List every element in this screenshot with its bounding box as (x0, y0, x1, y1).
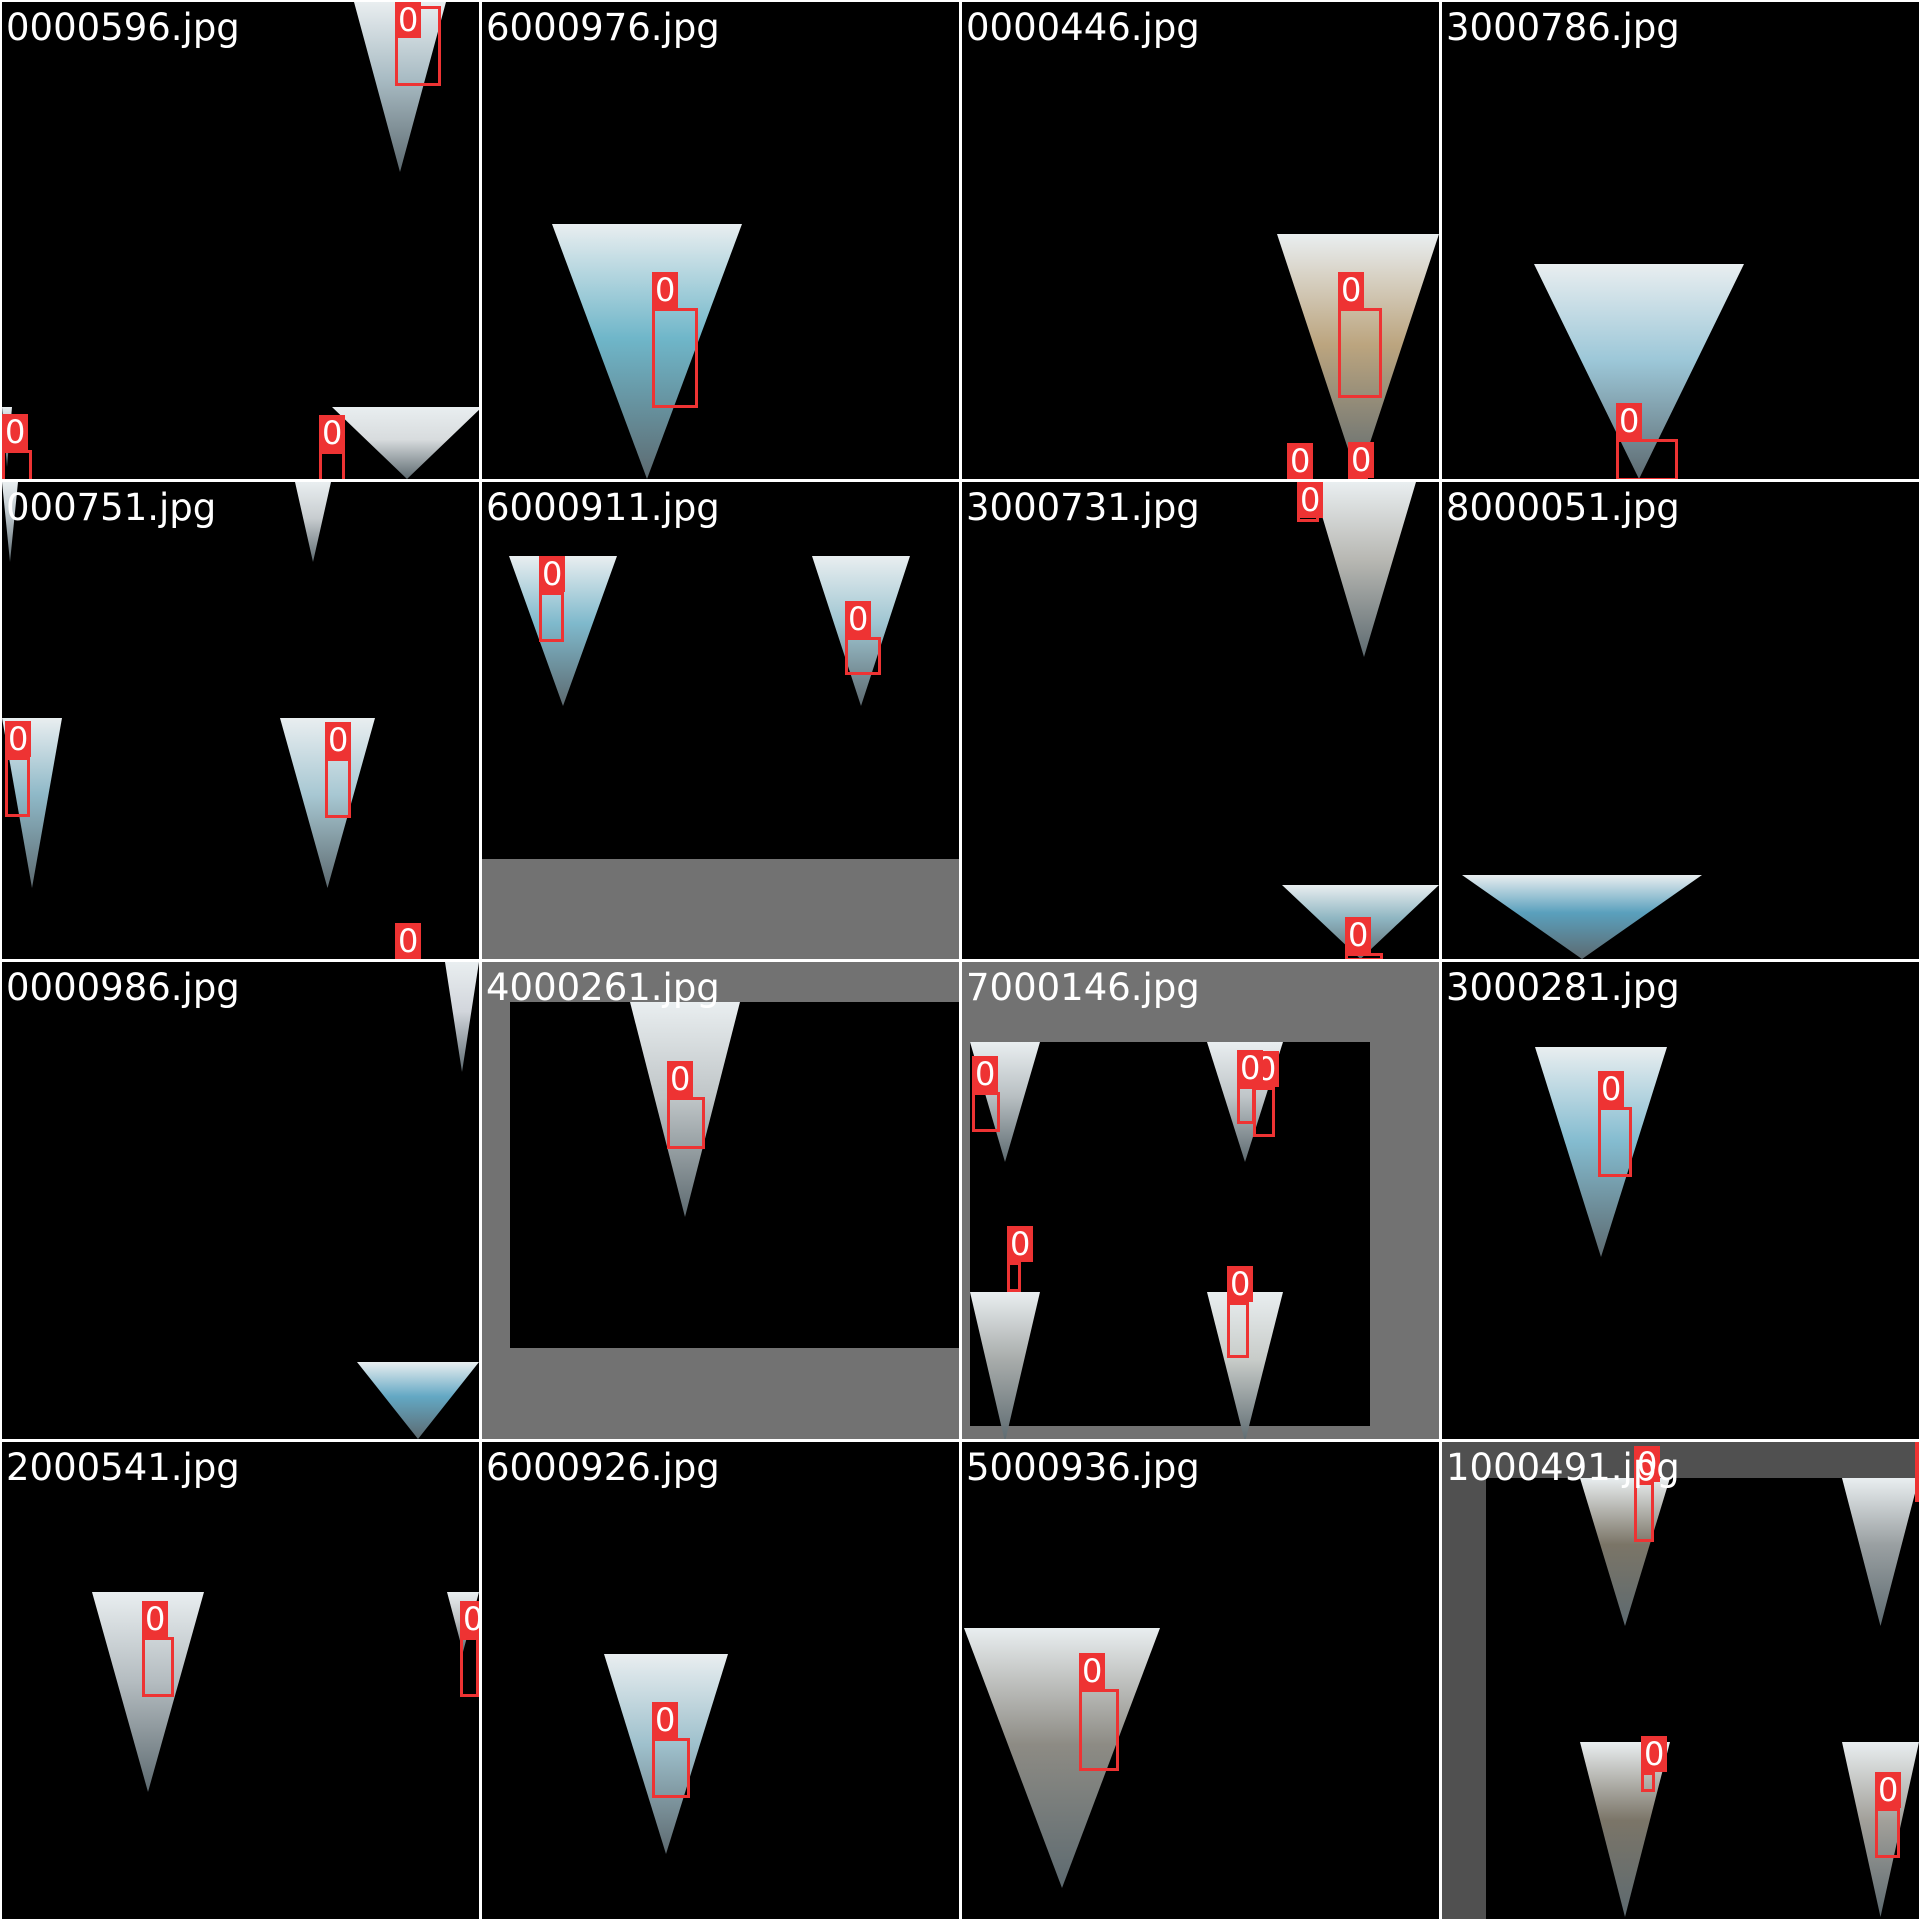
detection-box (1641, 1772, 1655, 1792)
tile-filename: 3000281.jpg (1446, 966, 1680, 1009)
tile-filename: 6000926.jpg (486, 1446, 720, 1489)
detection-box (1338, 308, 1382, 398)
detection-class-label: 0 (5, 721, 32, 757)
image-tile: 5000936.jpg 0 (962, 1442, 1439, 1919)
detection-class-label: 0 (1297, 482, 1324, 518)
detection-box (319, 451, 345, 479)
fisheye-view-wedge (295, 482, 331, 562)
fisheye-view-wedge (552, 224, 742, 479)
fisheye-view-wedge (445, 962, 479, 1072)
image-tile: 7000146.jpg 0 0 0 0 0 (962, 962, 1439, 1439)
detection-box (1007, 1262, 1021, 1292)
tile-filename: 3000786.jpg (1446, 6, 1680, 49)
detection-box (1598, 1107, 1632, 1177)
image-tile: 0000446.jpg 0 0 0 (962, 2, 1439, 479)
detection-class-label: 0 (395, 923, 422, 959)
tile-filename: 2000541.jpg (6, 1446, 240, 1489)
tile-filename: 5000936.jpg (966, 1446, 1200, 1489)
fisheye-view-wedge (357, 1362, 479, 1439)
detection-class-label: 0 (845, 601, 872, 637)
fisheye-view-wedge (1462, 875, 1702, 959)
detection-class-label: 0 (460, 1601, 479, 1637)
image-tile: 6000976.jpg 0 (482, 2, 959, 479)
detection-class-label: 0 (652, 1702, 679, 1738)
detection-class-label: 0 (1348, 442, 1375, 478)
detection-class-label: 0 (395, 2, 422, 38)
detection-class-label: 0 (2, 414, 29, 450)
tile-filename: 6000976.jpg (486, 6, 720, 49)
detection-class-label: 0 (667, 1061, 694, 1097)
image-tile: 2000541.jpg 0 0 (2, 1442, 479, 1919)
tile-filename: 8000051.jpg (1446, 486, 1680, 529)
detection-box (1253, 1087, 1275, 1137)
detection-box (1348, 478, 1368, 479)
image-tile: 3000281.jpg 0 (1442, 962, 1919, 1439)
detection-class-label: 0 (1345, 917, 1372, 953)
detection-box (1345, 953, 1383, 959)
detection-class-label: 0 (1616, 403, 1643, 439)
detection-class-label: 0 (1634, 1446, 1661, 1482)
image-tile: 8000051.jpg (1442, 482, 1919, 959)
tile-filename: 1000491.jpg (1446, 1446, 1680, 1489)
detection-class-label: 0 (1915, 1442, 1919, 1478)
detection-box (460, 1637, 479, 1697)
detection-box (1079, 1689, 1119, 1771)
detection-class-label: 0 (325, 722, 352, 758)
image-tile: 3000786.jpg 0 (1442, 2, 1919, 479)
detection-box (1237, 1086, 1255, 1124)
detection-box (325, 758, 351, 818)
detection-class-label: 0 (1227, 1266, 1254, 1302)
image-tile: 3000731.jpg 0 0 (962, 482, 1439, 959)
detection-box (667, 1097, 705, 1149)
tile-filename: 0000446.jpg (966, 6, 1200, 49)
image-area (1486, 1478, 1919, 1919)
tile-filename: 0000596.jpg (6, 6, 240, 49)
tile-filename: 4000261.jpg (486, 966, 720, 1009)
fisheye-view-wedge (332, 407, 479, 479)
tile-filename: 0000986.jpg (6, 966, 240, 1009)
detection-box (5, 757, 30, 817)
tile-filename: 3000731.jpg (966, 486, 1200, 529)
detection-class-label: 0 (1598, 1071, 1625, 1107)
tile-filename: 6000911.jpg (486, 486, 720, 529)
detection-class-label: 0 (1641, 1736, 1668, 1772)
detection-class-label: 0 (1875, 1772, 1902, 1808)
detection-class-label: 0 (1079, 1653, 1106, 1689)
detection-class-label: 0 (972, 1056, 999, 1092)
letterbox-padding (482, 859, 959, 959)
tile-filename: 000751.jpg (6, 486, 217, 529)
detection-box (652, 308, 698, 408)
detection-class-label: 0 (652, 272, 679, 308)
detection-class-label: 0 (1237, 1050, 1264, 1086)
image-tile: 000751.jpg 0 0 0 (2, 482, 479, 959)
fisheye-view-wedge (964, 1628, 1160, 1888)
detection-box (972, 1092, 1000, 1132)
detection-class-label: 0 (1007, 1226, 1034, 1262)
detection-class-label: 0 (1338, 272, 1365, 308)
detection-box (1634, 1482, 1654, 1542)
detection-box (1227, 1302, 1249, 1358)
image-area (510, 1002, 959, 1348)
image-tile: 0000986.jpg (2, 962, 479, 1439)
detection-box (1616, 439, 1678, 479)
detection-box (845, 637, 881, 675)
detection-box (1875, 1808, 1900, 1858)
image-tile: 4000261.jpg 0 (482, 962, 959, 1439)
detection-box (539, 592, 564, 642)
image-tile: 6000926.jpg 0 (482, 1442, 959, 1919)
tile-filename: 7000146.jpg (966, 966, 1200, 1009)
image-tile: 0000596.jpg 0 0 0 (2, 2, 479, 479)
image-tile: 6000911.jpg 0 0 (482, 482, 959, 959)
fisheye-view-wedge (1312, 482, 1416, 657)
detection-box (2, 450, 32, 479)
detection-class-label: 0 (142, 1601, 169, 1637)
detection-box (142, 1637, 174, 1697)
image-area (970, 1042, 1370, 1426)
detection-class-label: 0 (539, 556, 566, 592)
detection-class-label: 0 (1287, 443, 1314, 479)
detection-class-label: 0 (319, 415, 346, 451)
detection-box (652, 1738, 690, 1798)
